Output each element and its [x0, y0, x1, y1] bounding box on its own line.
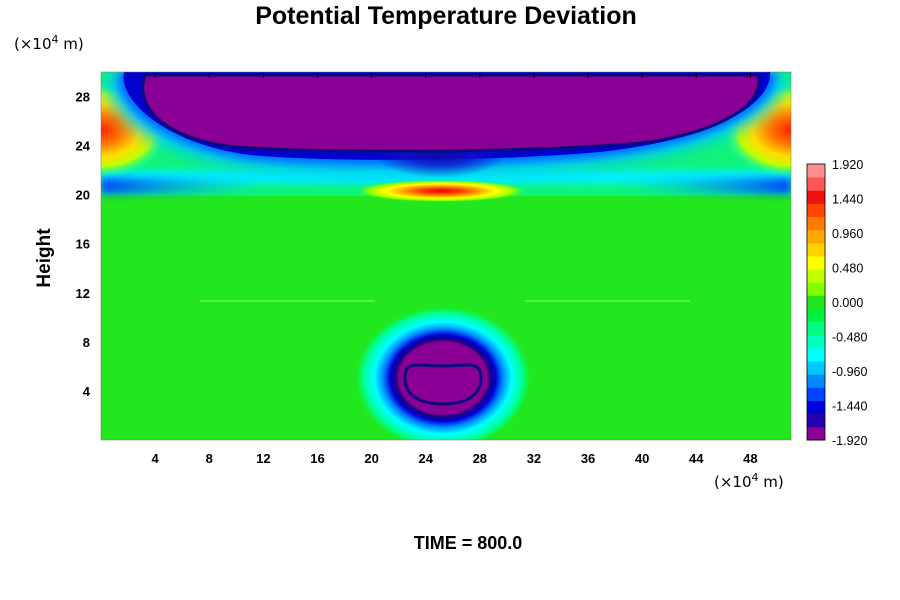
colorbar-tick-label: -1.440 [832, 400, 867, 414]
y-tick-label: 24 [76, 139, 91, 154]
x-tick-label: 24 [418, 451, 433, 466]
colorbar-swatch [807, 269, 825, 283]
colorbar-swatch [807, 164, 825, 178]
colorbar-swatch [807, 282, 825, 296]
upper-cold-region [141, 73, 761, 153]
y-tick-label: 28 [76, 90, 90, 105]
y-axis-label: Height [34, 228, 55, 288]
colorbar-tick-label: 1.440 [832, 193, 863, 207]
colorbar-swatch [807, 216, 825, 231]
colorbar-swatch [807, 229, 825, 244]
colorbar-tick-label: -0.960 [832, 365, 867, 379]
x-tick-label: 12 [256, 451, 270, 466]
colorbar-swatch [807, 374, 825, 388]
x-unit-label: (×104 m) [714, 471, 784, 491]
x-axis: 4 8 12 16 20 24 28 32 36 40 44 48 [152, 451, 758, 466]
colorbar-frame [806, 163, 826, 441]
x-tick-label: 44 [689, 451, 704, 466]
colorbar-tick-label: 0.480 [832, 262, 863, 276]
plot-frame [100, 71, 792, 441]
colorbar-swatch [807, 426, 825, 441]
chart-title: Potential Temperature Deviation [255, 2, 637, 30]
y-axis: 4 8 12 16 20 24 28 [76, 90, 91, 399]
x-tick-label: 32 [527, 451, 541, 466]
x-tick-label: 4 [152, 451, 160, 466]
colorbar-tick-label: -0.480 [832, 331, 867, 345]
colorbar-swatch [807, 256, 825, 270]
colorbar-swatch [807, 348, 825, 362]
colorbar-swatch [807, 190, 825, 204]
x-tick-label: 28 [473, 451, 487, 466]
colorbar-tick-label: 0.000 [832, 296, 863, 310]
colorbar-swatch [807, 295, 825, 309]
colorbar-swatch [807, 177, 825, 191]
colorbar-swatch [807, 242, 825, 257]
heatmap-field [101, 72, 791, 440]
colorbar-swatch [807, 203, 825, 217]
colorbar-swatch [807, 308, 825, 323]
top-tick-marks [154, 73, 751, 78]
x-tick-label: 48 [743, 451, 757, 466]
x-tick-label: 8 [206, 451, 213, 466]
y-tick-label: 8 [83, 335, 90, 350]
y-tick-label: 12 [76, 286, 90, 301]
y-tick-label: 4 [83, 384, 91, 399]
colorbar-swatch [807, 387, 825, 401]
x-tick-label: 20 [364, 451, 378, 466]
colorbar-swatch [807, 400, 825, 415]
time-label: TIME = 800.0 [414, 533, 523, 553]
y-tick-label: 20 [76, 188, 90, 203]
x-tick-label: 16 [310, 451, 324, 466]
x-tick-label: 40 [635, 451, 649, 466]
x-tick-label: 36 [581, 451, 595, 466]
colorbar-swatch [807, 334, 825, 349]
colorbar-ticks: 1.920 1.440 0.960 0.480 0.000 -0.480 -0.960 -1.… [832, 158, 867, 448]
colorbar-swatch [807, 321, 825, 336]
colorbar-tick-label: -1.920 [832, 434, 867, 448]
colorbar [806, 163, 826, 441]
colorbar-swatch [807, 361, 825, 375]
y-unit-label: (×104 m) [14, 33, 84, 53]
colorbar-tick-label: 0.960 [832, 227, 863, 241]
colorbar-tick-label: 1.920 [832, 158, 863, 172]
warm-band [357, 180, 525, 202]
colorbar-swatch [807, 413, 825, 428]
y-tick-label: 16 [76, 237, 90, 252]
